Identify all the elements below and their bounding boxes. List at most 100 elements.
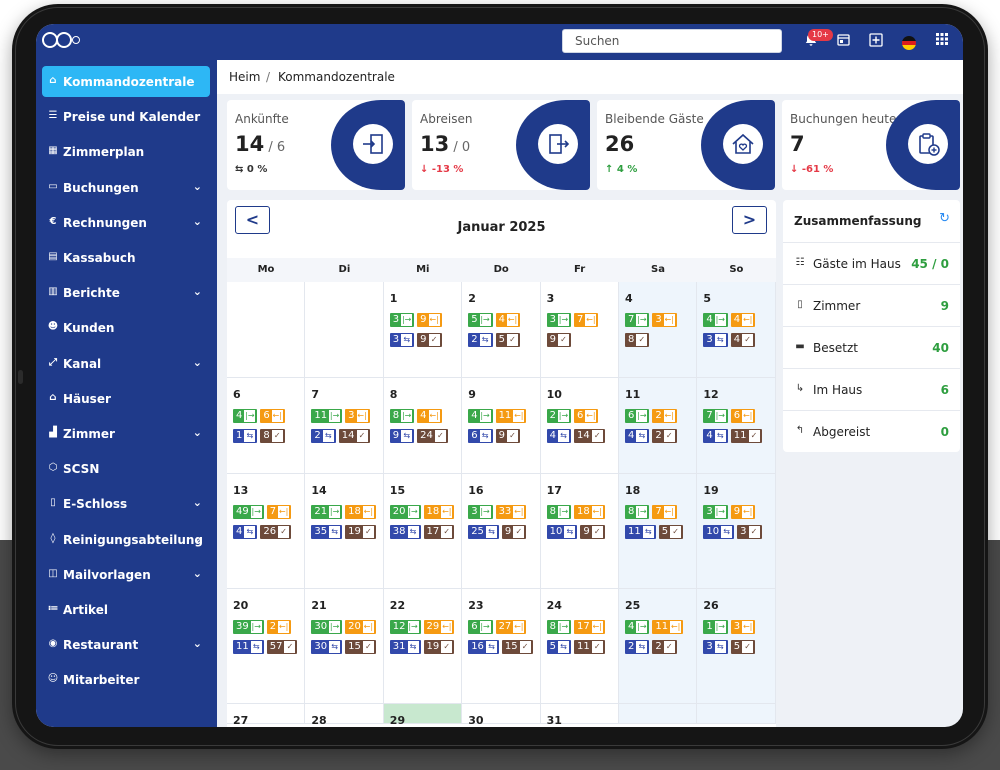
booking-count-chip[interactable]: 3 ✓ — [737, 525, 762, 539]
departure-count-chip[interactable]: 7 ←| — [573, 313, 599, 327]
departure-count-chip[interactable]: 3 ←| — [730, 620, 756, 634]
calendar-day-29[interactable]: 29 — [383, 704, 463, 727]
calendar-day-23[interactable]: 23 6 |→ 27 ←|16 ⇆ 15 ✓ — [462, 589, 541, 704]
arrival-count-chip[interactable]: 8 |→ — [625, 505, 650, 519]
departure-count-chip[interactable]: 6 ←| — [260, 409, 285, 423]
arrival-count-chip[interactable]: 1 |→ — [703, 620, 728, 634]
calendar-day-3[interactable]: 3 3 |→ 7 ←|9 ✓ — [540, 282, 619, 378]
arrival-count-chip[interactable]: 7 |→ — [625, 313, 650, 327]
stay-count-chip[interactable]: 4 ⇆ — [703, 429, 728, 443]
refresh-icon[interactable]: ↻ — [939, 211, 950, 226]
booking-count-chip[interactable]: 8 ✓ — [625, 333, 650, 347]
departure-count-chip[interactable]: 11 ←| — [652, 620, 684, 634]
sidebar-item-häuser[interactable]: ⌂ Häuser — [42, 383, 210, 414]
departure-count-chip[interactable]: 4 ←| — [495, 313, 520, 327]
booking-count-chip[interactable]: 57 ✓ — [266, 640, 298, 654]
stay-count-chip[interactable]: 2 ⇆ — [311, 429, 336, 443]
calendar-day-25[interactable]: 25 4 |→ 11 ←|2 ⇆ 2 ✓ — [619, 589, 698, 704]
calendar-day-27[interactable]: 27 — [227, 704, 306, 727]
search-input[interactable] — [562, 29, 782, 53]
booking-count-chip[interactable]: 9 ✓ — [580, 525, 605, 539]
stay-count-chip[interactable]: 1 ⇆ — [233, 429, 258, 443]
stat-card-bleibende-gäste[interactable]: Bleibende Gäste 26 ↑ 4 % — [597, 100, 775, 190]
stay-count-chip[interactable]: 31 ⇆ — [389, 640, 421, 654]
stay-count-chip[interactable]: 10 ⇆ — [546, 525, 578, 539]
booking-count-chip[interactable]: 9 ✓ — [495, 429, 520, 443]
brand-logo[interactable] — [42, 32, 80, 52]
summary-row-besetzt[interactable]: ▬ Besetzt 40 — [783, 326, 960, 369]
calendar-day-19[interactable]: 19 3 |→ 9 ←|10 ⇆ 3 ✓ — [697, 474, 776, 589]
calendar-day-30[interactable]: 30 — [462, 704, 541, 727]
arrival-count-chip[interactable]: 6 |→ — [625, 409, 650, 423]
sidebar-item-berichte[interactable]: ▥ Berichte ⌄ — [42, 277, 210, 308]
arrival-count-chip[interactable]: 49 |→ — [233, 505, 264, 519]
stay-count-chip[interactable]: 4 ⇆ — [233, 525, 258, 539]
departure-count-chip[interactable]: 33 ←| — [495, 505, 527, 519]
stat-card-buchungen-heute[interactable]: Buchungen heute 7 ↓ -61 % — [782, 100, 960, 190]
calendar-day-22[interactable]: 22 12 |→ 29 ←|31 ⇆ 19 ✓ — [383, 589, 463, 704]
sidebar-item-kanal[interactable]: ⤢ Kanal ⌄ — [42, 348, 210, 379]
departure-count-chip[interactable]: 3 ←| — [652, 313, 677, 327]
prev-month-button[interactable]: < — [235, 206, 270, 234]
departure-count-chip[interactable]: 9 ←| — [730, 505, 756, 519]
german-flag-icon[interactable] — [902, 36, 916, 50]
calendar-icon[interactable] — [834, 33, 852, 51]
booking-count-chip[interactable]: 19 ✓ — [423, 640, 455, 654]
booking-count-chip[interactable]: 5 ✓ — [730, 640, 756, 654]
booking-count-chip[interactable]: 26 ✓ — [260, 525, 292, 539]
arrival-count-chip[interactable]: 11 |→ — [311, 409, 343, 423]
summary-row-gäste-im-haus[interactable]: ☷ Gäste im Haus 45 / 0 — [783, 242, 960, 285]
summary-row-abgereist[interactable]: ↰ Abgereist 0 — [783, 410, 960, 452]
sidebar-item-zimmer[interactable]: ▟ Zimmer ⌄ — [42, 418, 210, 449]
booking-count-chip[interactable]: 14 ✓ — [573, 429, 605, 443]
arrival-count-chip[interactable]: 3 |→ — [389, 313, 415, 327]
departure-count-chip[interactable]: 20 ←| — [345, 620, 376, 634]
sidebar-item-mitarbeiter[interactable]: ☺ Mitarbeiter — [42, 664, 210, 695]
sidebar-item-reinigungsabteilung[interactable]: ◊ Reinigungsabteilung ⌄ — [42, 524, 210, 555]
calendar-day-11[interactable]: 11 6 |→ 2 ←|4 ⇆ 2 ✓ — [619, 378, 698, 474]
departure-count-chip[interactable]: 18 ←| — [345, 505, 376, 519]
departure-count-chip[interactable]: 29 ←| — [423, 620, 455, 634]
arrival-count-chip[interactable]: 4 |→ — [468, 409, 493, 423]
sidebar-item-kommandozentrale[interactable]: ⌂ Kommandozentrale — [42, 66, 210, 97]
booking-count-chip[interactable]: 2 ✓ — [652, 429, 677, 443]
arrival-count-chip[interactable]: 4 |→ — [703, 313, 728, 327]
stat-card-abreisen[interactable]: Abreisen 13 / 0 ↓ -13 % — [412, 100, 590, 190]
booking-count-chip[interactable]: 4 ✓ — [730, 333, 756, 347]
arrival-count-chip[interactable]: 12 |→ — [389, 620, 421, 634]
calendar-day-8[interactable]: 8 8 |→ 4 ←|9 ⇆ 24 ✓ — [383, 378, 463, 474]
calendar-day-26[interactable]: 26 1 |→ 3 ←|3 ⇆ 5 ✓ — [697, 589, 776, 704]
stay-count-chip[interactable]: 2 ⇆ — [468, 333, 493, 347]
calendar-day-10[interactable]: 10 2 |→ 6 ←|4 ⇆ 14 ✓ — [540, 378, 619, 474]
calendar-day-13[interactable]: 13 49 |→ 7 ←|4 ⇆ 26 ✓ — [227, 474, 306, 589]
stay-count-chip[interactable]: 4 ⇆ — [625, 429, 650, 443]
stay-count-chip[interactable]: 2 ⇆ — [625, 640, 650, 654]
arrival-count-chip[interactable]: 2 |→ — [546, 409, 571, 423]
stay-count-chip[interactable]: 4 ⇆ — [546, 429, 571, 443]
booking-count-chip[interactable]: 5 ✓ — [495, 333, 520, 347]
calendar-day-14[interactable]: 14 21 |→ 18 ←|35 ⇆ 19 ✓ — [305, 474, 384, 589]
stay-count-chip[interactable]: 3 ⇆ — [389, 333, 415, 347]
sidebar-item-preise-und-kalender[interactable]: ☰ Preise und Kalender — [42, 101, 210, 132]
arrival-count-chip[interactable]: 20 |→ — [389, 505, 421, 519]
arrival-count-chip[interactable]: 21 |→ — [311, 505, 343, 519]
arrival-count-chip[interactable]: 7 |→ — [703, 409, 728, 423]
stay-count-chip[interactable]: 6 ⇆ — [468, 429, 493, 443]
departure-count-chip[interactable]: 4 ←| — [730, 313, 756, 327]
sidebar-item-rechnungen[interactable]: € Rechnungen ⌄ — [42, 207, 210, 238]
stay-count-chip[interactable]: 3 ⇆ — [703, 333, 728, 347]
arrival-count-chip[interactable]: 4 |→ — [625, 620, 650, 634]
calendar-day-28[interactable]: 28 — [305, 704, 384, 727]
departure-count-chip[interactable]: 9 ←| — [417, 313, 442, 327]
next-month-button[interactable]: > — [732, 206, 767, 234]
sidebar-item-scsn[interactable]: ⬡ SCSN — [42, 453, 210, 484]
calendar-day-31[interactable]: 31 — [540, 704, 619, 727]
calendar-day-4[interactable]: 4 7 |→ 3 ←|8 ✓ — [619, 282, 698, 378]
sidebar-item-e-schloss[interactable]: ▯ E-Schloss ⌄ — [42, 488, 210, 519]
booking-count-chip[interactable]: 24 ✓ — [417, 429, 448, 443]
arrival-count-chip[interactable]: 3 |→ — [546, 313, 571, 327]
arrival-count-chip[interactable]: 4 |→ — [233, 409, 258, 423]
calendar-day-21[interactable]: 21 30 |→ 20 ←|30 ⇆ 15 ✓ — [305, 589, 384, 704]
departure-count-chip[interactable]: 4 ←| — [417, 409, 442, 423]
departure-count-chip[interactable]: 18 ←| — [573, 505, 605, 519]
